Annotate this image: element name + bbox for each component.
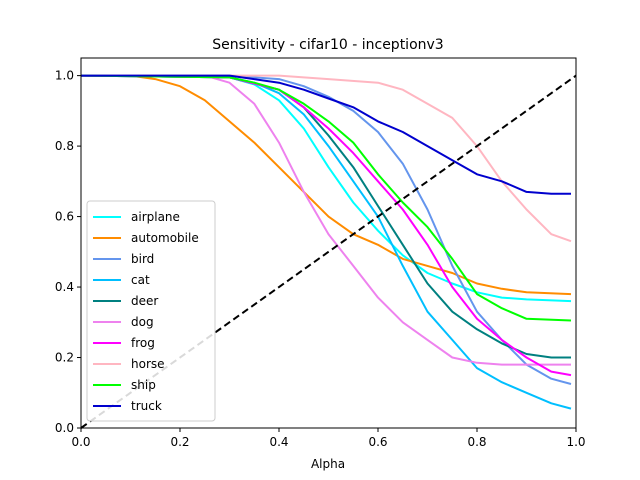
series-line-automobile [81,74,572,296]
series-line-ship [80,74,572,322]
x-tick-label: 0.8 [467,435,486,449]
plot-area: 0.0 0.2 0.4 0.6 0.8 1.0 0.0 0.2 0.4 0.6 0.8 1.0 [55,57,586,449]
y-tick-label: 1.0 [55,69,74,83]
legend-label-deer: deer [131,294,158,308]
legend-label-airplane: airplane [131,210,180,224]
y-tick-label: 0.4 [55,280,74,294]
legend-label-dog: dog [131,315,154,329]
legend-label-frog: frog [131,336,155,350]
series-line-truck [81,74,571,195]
series-line-horse [81,74,572,243]
series-line-dog [81,74,571,366]
x-tick-label: 0.0 [71,435,90,449]
series-line-frog [80,74,572,377]
y-tick-label: 0.6 [55,210,74,224]
plot-frame [80,57,577,429]
legend: airplane automobile bird cat deer dog frog hors… [86,200,216,422]
legend-label-bird: bird [131,252,154,266]
x-axis-ticks: 0.0 0.2 0.4 0.6 0.8 1.0 [71,428,586,449]
x-tick-label: 0.6 [368,435,387,449]
legend-label-truck: truck [131,399,162,413]
y-tick-label: 0.8 [55,139,74,153]
y-tick-label: 0.2 [55,351,74,365]
legend-label-ship: ship [131,378,156,392]
series-line-cat [80,74,572,410]
x-axis-label: Alpha [311,457,345,471]
series-layer [80,74,572,410]
series-line-bird [81,74,572,385]
chart-title: Sensitivity - cifar10 - inceptionv3 [212,37,443,53]
x-tick-label: 1.0 [566,435,585,449]
legend-label-horse: horse [131,357,165,371]
y-axis-ticks: 0.0 0.2 0.4 0.6 0.8 1.0 [55,69,81,435]
legend-box [86,200,216,422]
y-tick-label: 0.0 [55,421,74,435]
legend-label-cat: cat [131,273,150,287]
legend-label-automobile: automobile [131,231,199,245]
x-tick-label: 0.2 [170,435,189,449]
x-tick-label: 0.4 [269,435,288,449]
